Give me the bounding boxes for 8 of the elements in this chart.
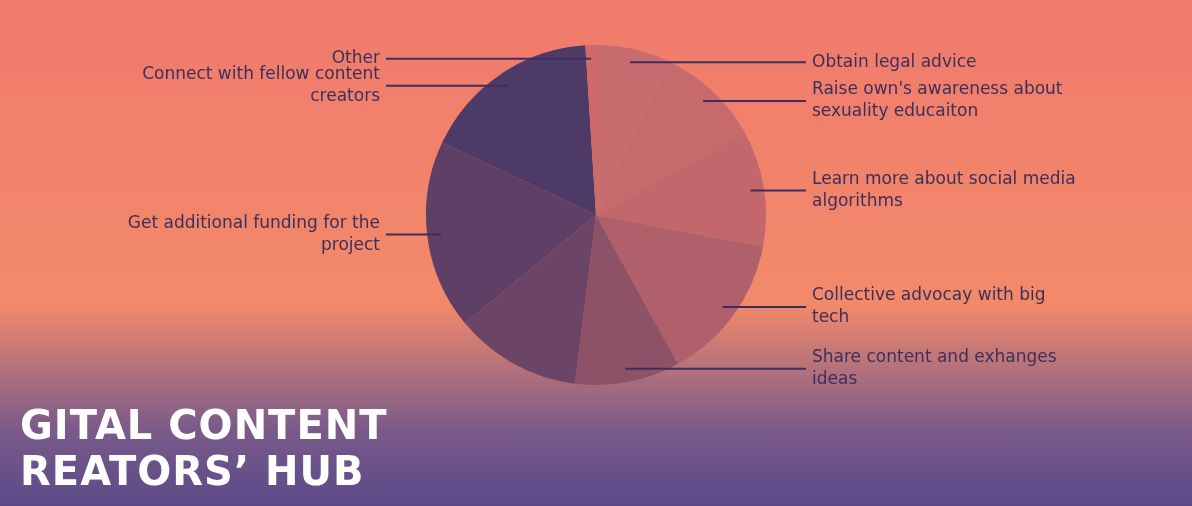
slice-label: Get additional funding for the project: [127, 212, 381, 255]
slice-label: Connect with fellow content creators: [142, 63, 381, 106]
slice-label: Obtain legal advice: [812, 50, 977, 71]
text: GITAL CONTENT REATORS’ HUB: [20, 402, 389, 494]
slice-label: Raise own's awareness about sexuality educaiton: [812, 78, 1063, 121]
slice-label: Learn more about social media algorithms: [812, 167, 1076, 210]
slice-label: Collective advocay with big tech: [812, 284, 1046, 327]
slice-label: Share content and exhanges ideas: [812, 346, 1057, 389]
